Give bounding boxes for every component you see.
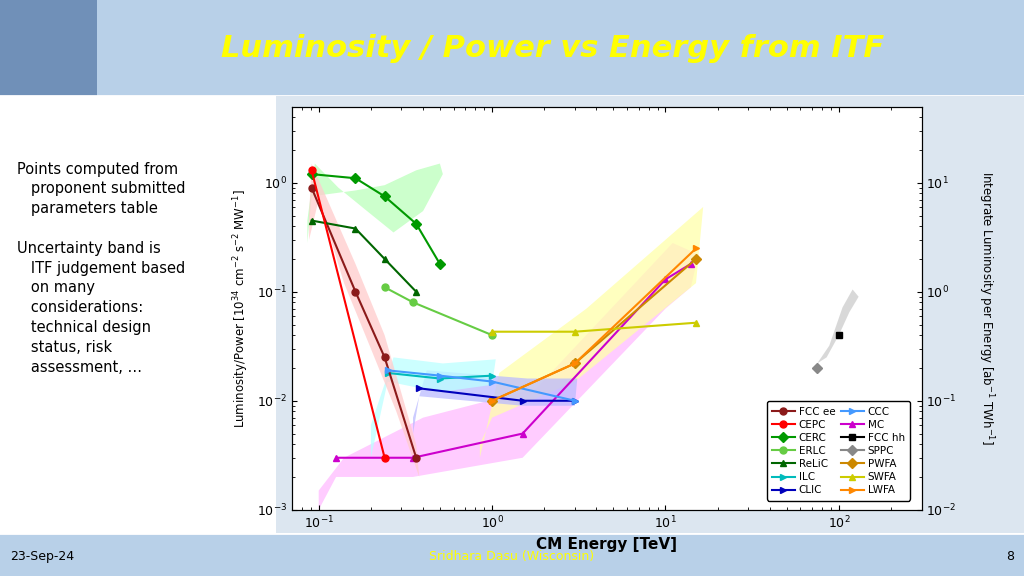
Text: Luminosity / Power vs Energy from ITF: Luminosity / Power vs Energy from ITF xyxy=(221,33,885,63)
X-axis label: CM Energy [TeV]: CM Energy [TeV] xyxy=(537,537,677,552)
Text: Points computed from
   proponent submitted
   parameters table

Uncertainty ban: Points computed from proponent submitted… xyxy=(16,162,185,374)
Polygon shape xyxy=(371,357,496,458)
Text: Sridhara Dasu (Wisconsin): Sridhara Dasu (Wisconsin) xyxy=(429,550,595,563)
Y-axis label: Luminosity/Power [$10^{34}$ cm$^{-2}$ s$^{-2}$ MW$^{-1}$]: Luminosity/Power [$10^{34}$ cm$^{-2}$ s$… xyxy=(231,189,251,427)
Polygon shape xyxy=(413,370,578,434)
Polygon shape xyxy=(318,243,698,510)
Text: 8: 8 xyxy=(1006,550,1014,563)
Polygon shape xyxy=(480,207,703,458)
Polygon shape xyxy=(309,164,419,477)
Polygon shape xyxy=(817,290,859,363)
Y-axis label: Integrate Luminosity per Energy [ab$^{-1}$ TWh$^{-1}$]: Integrate Luminosity per Energy [ab$^{-1… xyxy=(976,171,995,445)
Polygon shape xyxy=(307,164,442,243)
Bar xyxy=(0,0,97,96)
Text: 23-Sep-24: 23-Sep-24 xyxy=(10,550,75,563)
Legend: FCC ee, CEPC, CERC, ERLC, ReLiC, ILC, CLIC, CCC, MC, FCC hh, SPPC, PWFA, SWFA, L: FCC ee, CEPC, CERC, ERLC, ReLiC, ILC, CL… xyxy=(767,401,910,501)
